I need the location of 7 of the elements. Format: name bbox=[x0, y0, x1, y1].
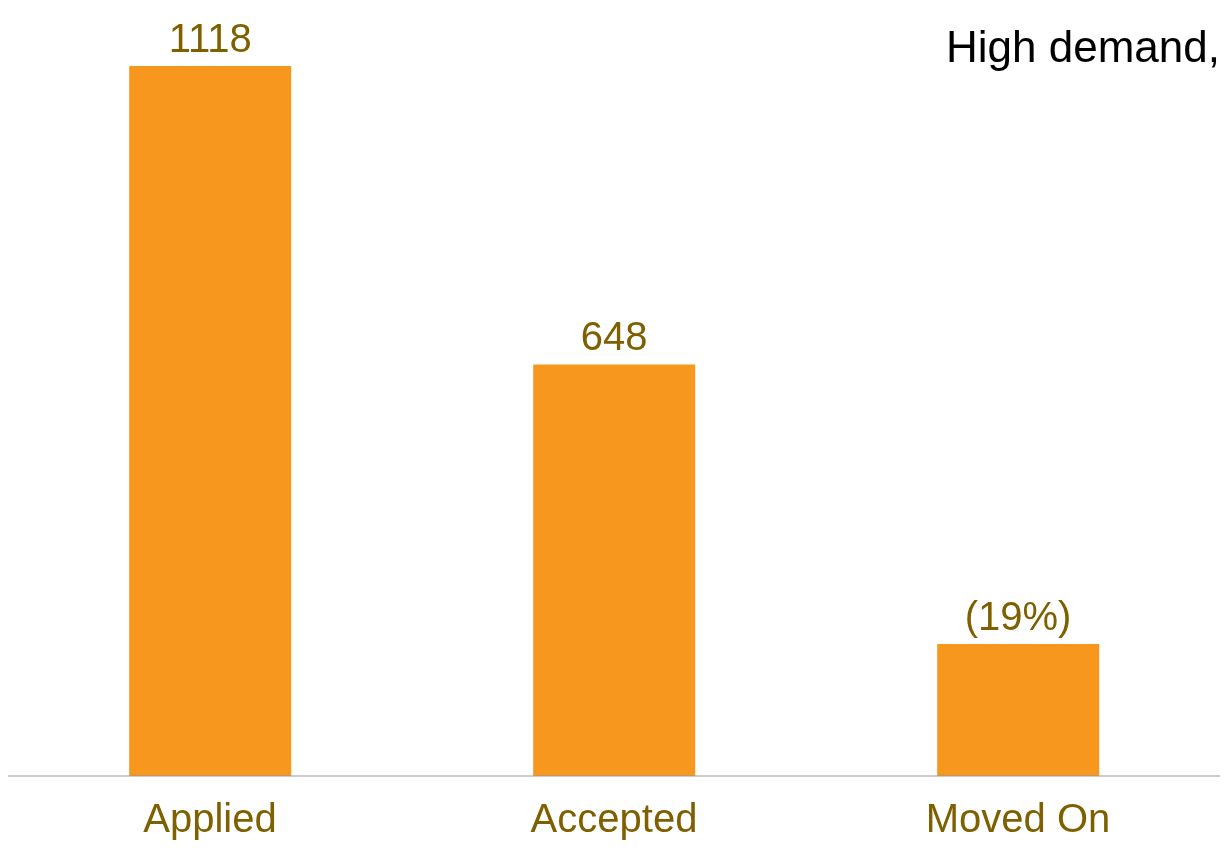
annotation: (19%) bbox=[964, 593, 1072, 638]
data-label: 648 bbox=[580, 314, 648, 359]
x-tick-label: Applied bbox=[143, 796, 277, 841]
x-tick-label: Moved On bbox=[925, 796, 1111, 841]
data-label: 1118 bbox=[168, 16, 252, 60]
x-tick-label: Accepted bbox=[530, 796, 698, 841]
chart-title: High demand, bbox=[946, 22, 1220, 72]
